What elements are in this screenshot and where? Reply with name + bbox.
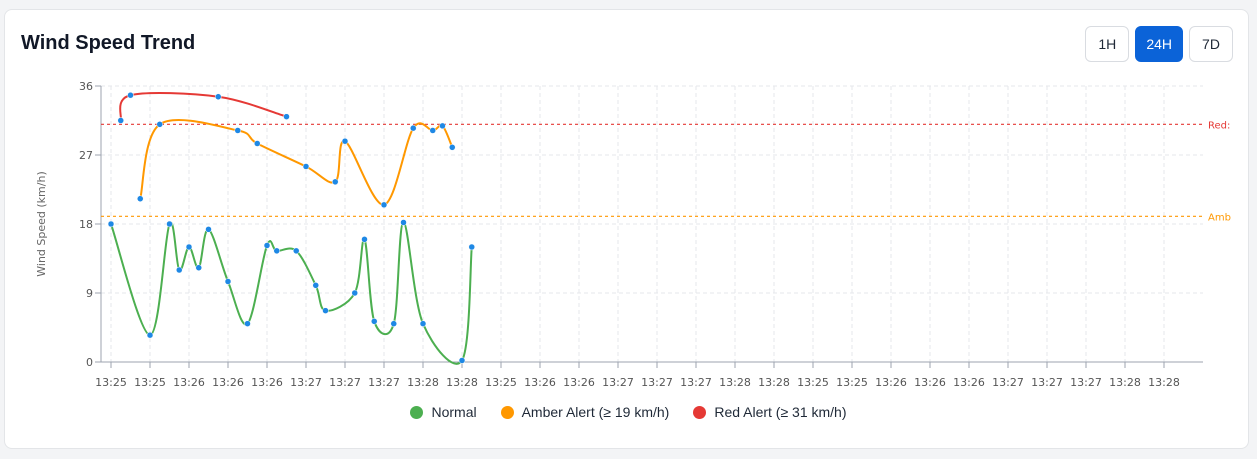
x-tick-label: 13:25 <box>797 376 829 389</box>
legend-item-normal[interactable]: Normal <box>410 404 477 420</box>
y-tick-label: 36 <box>79 80 93 93</box>
x-tick-label: 13:25 <box>134 376 166 389</box>
data-point-normal[interactable] <box>166 220 173 228</box>
series-line-amber <box>139 119 454 206</box>
data-point-amber[interactable] <box>429 127 436 134</box>
y-tick-label: 27 <box>79 149 93 162</box>
x-tick-label: 13:28 <box>1148 376 1180 389</box>
data-point-red[interactable] <box>117 117 124 124</box>
range-7d-button[interactable]: 7D <box>1189 26 1233 62</box>
data-point-amber[interactable] <box>156 121 163 128</box>
range-1h-button[interactable]: 1H <box>1085 26 1130 62</box>
data-point-amber[interactable] <box>439 122 446 130</box>
x-tick-label: 13:26 <box>173 376 205 389</box>
data-point-normal[interactable] <box>146 331 154 339</box>
data-point-red[interactable] <box>215 93 222 100</box>
data-point-normal[interactable] <box>351 289 358 297</box>
data-point-normal[interactable] <box>361 236 368 243</box>
x-tick-label: 13:27 <box>290 376 322 389</box>
data-point-normal[interactable] <box>263 242 271 249</box>
legend-item-red[interactable]: Red Alert (≥ 31 km/h) <box>693 404 847 420</box>
chart-legend: Normal Amber Alert (≥ 19 km/h) Red Alert… <box>0 404 1257 420</box>
x-tick-label: 13:26 <box>914 376 946 389</box>
y-tick-label: 9 <box>86 287 93 300</box>
data-point-normal[interactable] <box>224 278 232 285</box>
data-point-amber[interactable] <box>137 195 144 202</box>
data-point-normal[interactable] <box>419 320 427 327</box>
data-point-red[interactable] <box>283 113 290 120</box>
data-point-normal[interactable] <box>176 266 183 274</box>
data-point-amber[interactable] <box>380 201 388 209</box>
data-point-normal[interactable] <box>244 320 251 327</box>
x-tick-label: 13:25 <box>836 376 868 389</box>
data-point-amber[interactable] <box>449 144 456 151</box>
data-point-normal[interactable] <box>293 247 300 255</box>
range-24h-button[interactable]: 24H <box>1135 26 1183 62</box>
wind-speed-chart: 0 9 18 27 36 13:25 13:25 13:26 13:26 13:26 13:27 13… <box>35 80 1231 389</box>
legend-swatch-red <box>693 405 707 419</box>
data-point-amber[interactable] <box>341 137 349 145</box>
x-tick-label: 13:27 <box>680 376 712 389</box>
x-tick-label: 13:27 <box>602 376 634 389</box>
legend-label-amber: Amber Alert (≥ 19 km/h) <box>521 404 670 420</box>
legend-swatch-normal <box>410 405 424 419</box>
data-point-normal[interactable] <box>273 247 280 255</box>
x-tick-label: 13:26 <box>953 376 985 389</box>
x-tick-label: 13:26 <box>875 376 907 389</box>
data-point-normal[interactable] <box>458 357 466 364</box>
y-tick-label: 0 <box>86 356 93 369</box>
x-tick-label: 13:27 <box>992 376 1024 389</box>
x-tick-label: 13:27 <box>641 376 673 389</box>
x-tick-label: 13:28 <box>719 376 751 389</box>
time-range-selector: 1H 24H 7D <box>1085 26 1233 62</box>
x-tick-label: 13:25 <box>95 376 127 389</box>
chart-title: Wind Speed Trend <box>21 32 196 54</box>
threshold-label: Amb <box>1208 212 1231 223</box>
data-point-normal[interactable] <box>185 243 193 251</box>
data-point-normal[interactable] <box>107 220 115 228</box>
x-tick-label: 13:26 <box>212 376 244 389</box>
x-tick-label: 13:27 <box>368 376 400 389</box>
x-tick-label: 13:28 <box>758 376 790 389</box>
threshold-label: Red: <box>1208 120 1230 131</box>
y-axis-label: Wind Speed (km/h) <box>35 171 48 276</box>
data-point-normal[interactable] <box>322 307 329 314</box>
data-point-normal[interactable] <box>468 243 475 251</box>
data-point-normal[interactable] <box>400 219 407 226</box>
x-tick-label: 13:28 <box>446 376 478 389</box>
data-point-normal[interactable] <box>371 318 378 325</box>
data-point-amber[interactable] <box>332 178 339 186</box>
data-point-normal[interactable] <box>312 282 319 289</box>
x-tick-label: 13:28 <box>407 376 439 389</box>
x-tick-label: 13:27 <box>1070 376 1102 389</box>
data-point-amber[interactable] <box>254 140 261 147</box>
data-point-red[interactable] <box>127 91 134 99</box>
x-tick-label: 13:26 <box>563 376 595 389</box>
series-line-red <box>119 91 287 121</box>
data-point-amber[interactable] <box>410 124 417 132</box>
x-tick-label: 13:26 <box>251 376 283 389</box>
legend-label-red: Red Alert (≥ 31 km/h) <box>714 404 847 420</box>
x-tick-label: 13:27 <box>329 376 361 389</box>
y-tick-label: 18 <box>79 218 93 231</box>
legend-swatch-amber <box>500 405 514 419</box>
x-tick-label: 13:26 <box>524 376 556 389</box>
x-tick-label: 13:28 <box>1109 376 1141 389</box>
legend-item-amber[interactable]: Amber Alert (≥ 19 km/h) <box>500 404 670 420</box>
data-point-normal[interactable] <box>205 226 212 233</box>
data-point-amber[interactable] <box>302 163 310 170</box>
x-tick-label: 13:27 <box>1031 376 1063 389</box>
data-point-normal[interactable] <box>195 264 202 271</box>
x-tick-label: 13:25 <box>485 376 517 389</box>
data-point-amber[interactable] <box>234 127 241 134</box>
legend-label-normal: Normal <box>431 404 477 420</box>
data-point-normal[interactable] <box>390 320 397 327</box>
